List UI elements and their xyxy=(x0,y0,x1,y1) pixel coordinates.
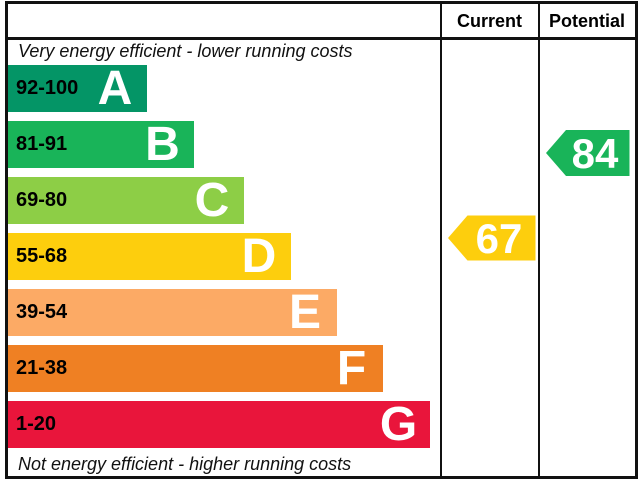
svg-text:84: 84 xyxy=(572,130,619,177)
svg-text:67: 67 xyxy=(476,215,523,262)
